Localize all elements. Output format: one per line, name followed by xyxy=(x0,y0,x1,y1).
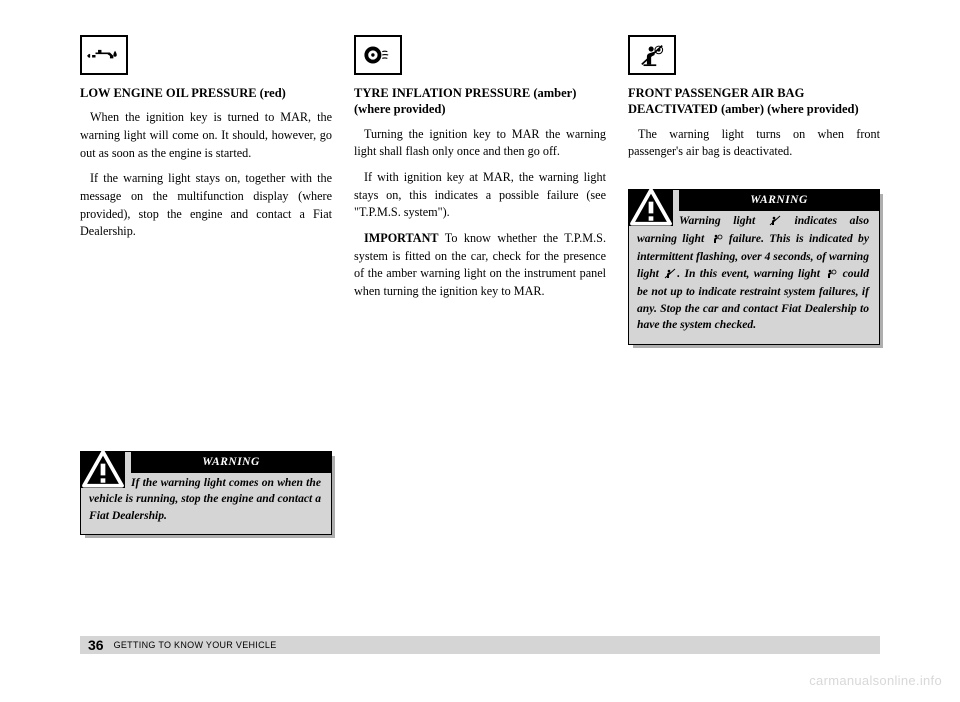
columns: LOW ENGINE OIL PRESSURE (red) When the i… xyxy=(80,35,880,625)
warning-2-body: Warning light indicates also warning lig… xyxy=(629,211,879,344)
section-title: GETTING TO KNOW YOUR VEHICLE xyxy=(114,640,277,650)
column-2: TYRE INFLATION PRESSURE (amber) (where p… xyxy=(354,35,606,625)
warning-triangle-icon xyxy=(629,190,673,226)
col3-body: The warning light turns on when front pa… xyxy=(628,126,880,169)
warning-box-1: WARNING If the warning light comes on wh… xyxy=(80,451,332,535)
w2-a: Warning light xyxy=(679,214,768,227)
col2-p1: Turning the ignition key to MAR the warn… xyxy=(354,126,606,161)
page-footer: 36 GETTING TO KNOW YOUR VEHICLE xyxy=(80,636,880,654)
tyre-pressure-icon xyxy=(354,35,402,75)
airbag-inline-icon xyxy=(824,268,838,284)
airbag-off-icon xyxy=(628,35,676,75)
warning-1-title: WARNING xyxy=(131,452,331,473)
col2-note: IMPORTANT To know whether the T.P.M.S. s… xyxy=(354,230,606,301)
w2-d: . In this event, warning light xyxy=(677,267,824,280)
page-content: LOW ENGINE OIL PRESSURE (red) When the i… xyxy=(80,35,880,625)
airbag-off-inline-icon xyxy=(663,268,677,284)
col3-heading: FRONT PASSENGER AIR BAG DEACTIVATED (amb… xyxy=(628,85,880,118)
warning-2-title: WARNING xyxy=(679,190,879,211)
col3-p1: The warning light turns on when front pa… xyxy=(628,126,880,161)
col2-body: Turning the ignition key to MAR the warn… xyxy=(354,126,606,309)
watermark: carmanualsonline.info xyxy=(809,673,942,688)
col1-heading: LOW ENGINE OIL PRESSURE (red) xyxy=(80,85,332,101)
column-1: LOW ENGINE OIL PRESSURE (red) When the i… xyxy=(80,35,332,625)
oil-pressure-icon xyxy=(80,35,128,75)
col1-p1: When the ignition key is turned to MAR, … xyxy=(80,109,332,162)
col1-p2: If the warning light stays on, together … xyxy=(80,170,332,241)
col1-body: When the ignition key is turned to MAR, … xyxy=(80,109,332,249)
col2-note-label: IMPORTANT xyxy=(364,231,439,245)
warning-triangle-icon xyxy=(81,452,125,488)
col2-p2: If with ignition key at MAR, the warning… xyxy=(354,169,606,222)
warning-box-2: WARNING Warning light indicates also war… xyxy=(628,189,880,345)
airbag-inline-icon xyxy=(710,233,724,249)
page-number: 36 xyxy=(88,637,104,653)
airbag-off-inline-icon xyxy=(768,215,782,231)
column-3: FRONT PASSENGER AIR BAG DEACTIVATED (amb… xyxy=(628,35,880,625)
col2-heading: TYRE INFLATION PRESSURE (amber) (where p… xyxy=(354,85,606,118)
